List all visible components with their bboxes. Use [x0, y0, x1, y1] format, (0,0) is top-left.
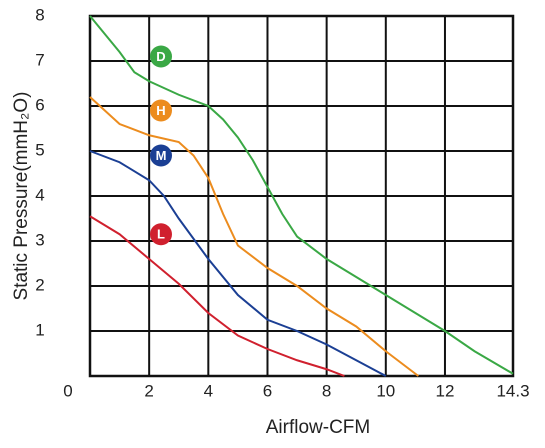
x-axis-label: Airflow-CFM: [266, 417, 371, 438]
plot-frame: [88, 14, 515, 378]
x-tick-label: 4: [204, 381, 213, 400]
legend-label: D: [156, 49, 165, 64]
y-tick-label: 2: [35, 275, 44, 294]
legend-label: H: [156, 103, 165, 118]
legend-label: L: [157, 227, 165, 242]
line: [89, 96, 419, 377]
y-tick-label: 8: [35, 5, 44, 24]
x-tick-label: 10: [376, 381, 395, 400]
y-tick-label: 6: [35, 95, 44, 114]
x-tick-label: 8: [322, 381, 331, 400]
legend-marker: [149, 223, 172, 246]
y-tick-label: 1: [35, 320, 44, 339]
y-tick-label: 3: [35, 230, 44, 249]
legend-marker: [149, 45, 172, 68]
legend-label: M: [156, 148, 167, 163]
legend-marker: [149, 144, 172, 167]
x-tick-label: 0: [63, 381, 72, 400]
line: [89, 150, 387, 377]
x-tick-label: 12: [436, 381, 455, 400]
y-tick-label: 4: [35, 185, 44, 204]
y-tick-label: 5: [35, 140, 44, 159]
line: [89, 215, 345, 377]
x-tick-label: 14.3: [496, 381, 529, 400]
y-tick-label: 7: [35, 50, 44, 69]
line: [89, 15, 514, 375]
y-axis-label: Static Pressure(mmH₂O): [11, 91, 32, 300]
legend-marker: [149, 99, 172, 122]
x-tick-label: 2: [144, 381, 153, 400]
x-tick-label: 6: [263, 381, 272, 400]
